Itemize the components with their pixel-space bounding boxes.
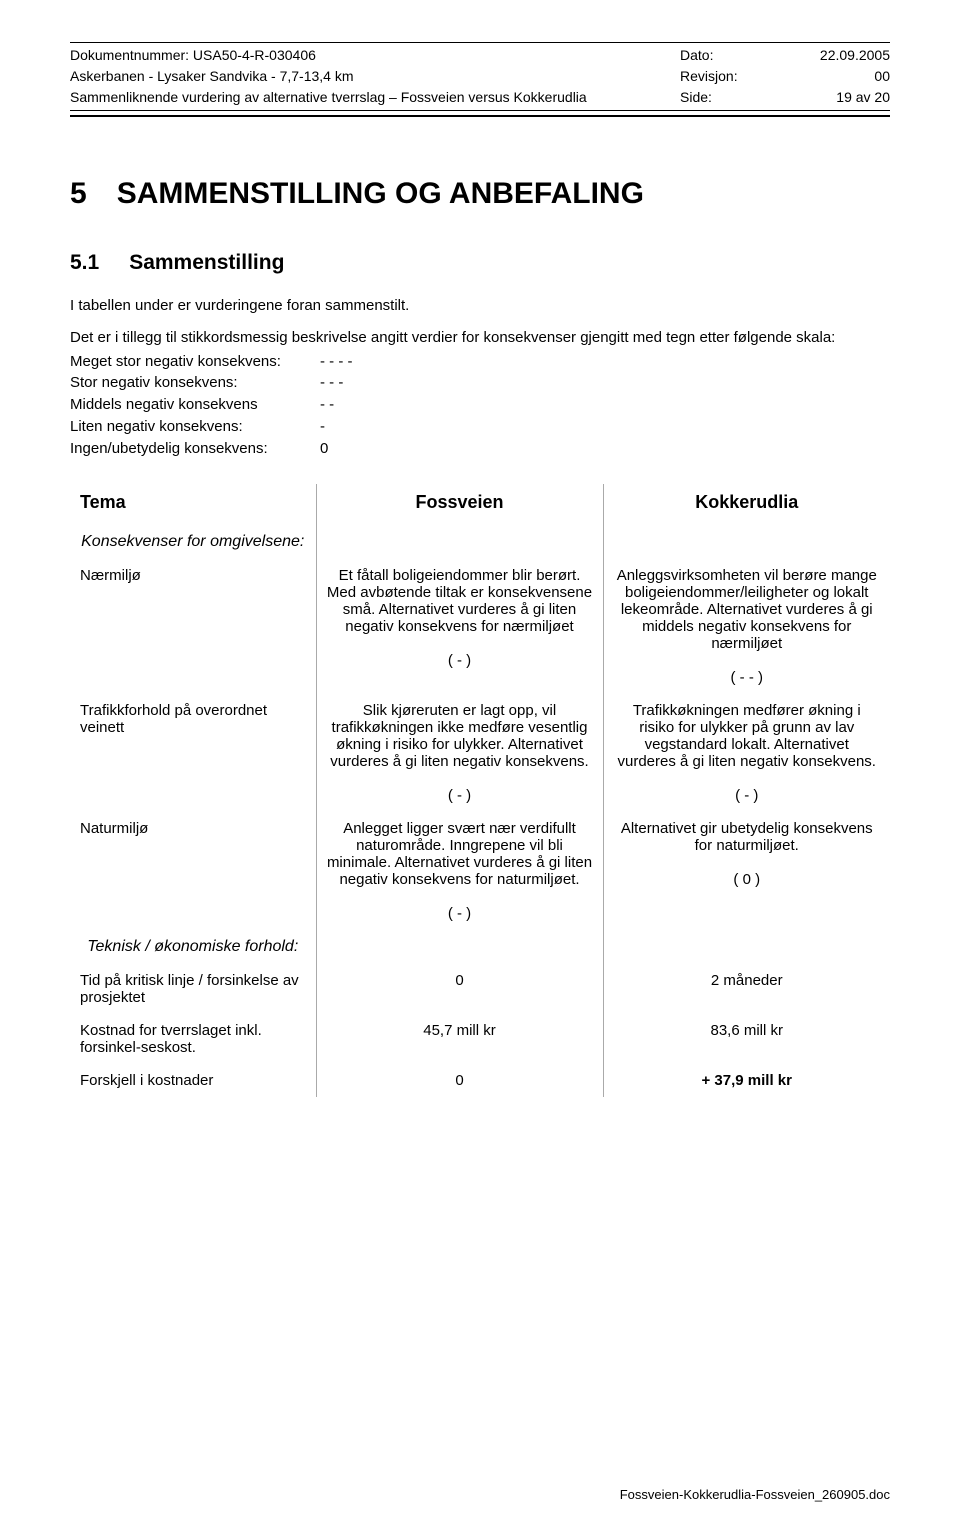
scale-value: 0: [320, 438, 328, 460]
header-rule-top: [70, 42, 890, 43]
score: ( - ): [735, 787, 758, 804]
intro-paragraph-1: I tabellen under er vurderingene foran s…: [70, 295, 890, 317]
score: ( - ): [448, 905, 471, 922]
header-row-2: Askerbanen - Lysaker Sandvika - 7,7-13,4…: [70, 66, 890, 87]
subtitle-line: Sammenliknende vurdering av alternative …: [70, 87, 680, 108]
date-value: 22.09.2005: [780, 45, 890, 66]
table-row: Naturmiljø Anlegget ligger svært nær ver…: [70, 812, 890, 930]
cell-kokkerudlia: 83,6 mill kr: [603, 1014, 890, 1064]
scale-value: - - -: [320, 372, 343, 394]
table-row: Kostnad for tverrslaget inkl. forsinkel-…: [70, 1014, 890, 1064]
scale-list: Meget stor negativ konsekvens: - - - - S…: [70, 351, 890, 460]
scale-label: Ingen/ubetydelig konsekvens:: [70, 438, 320, 460]
header-rule-mid: [70, 110, 890, 111]
scale-row: Meget stor negativ konsekvens: - - - -: [70, 351, 890, 373]
footer-filename: Fossveien-Kokkerudlia-Fossveien_260905.d…: [620, 1487, 890, 1502]
cell-fossveien: Anlegget ligger svært nær verdifullt nat…: [316, 812, 603, 930]
score: ( - ): [448, 652, 471, 669]
intro-paragraph-2: Det er i tillegg til stikkordsmessig bes…: [70, 327, 890, 349]
cell-kokkerudlia: 2 måneder: [603, 964, 890, 1014]
table-row: Tid på kritisk linje / forsinkelse av pr…: [70, 964, 890, 1014]
group-row: Teknisk / økonomiske forhold:: [70, 930, 890, 964]
row-label: Naturmiljø: [70, 812, 316, 930]
table-header-row: Tema Fossveien Kokkerudlia: [70, 484, 890, 525]
scale-label: Stor negativ konsekvens:: [70, 372, 320, 394]
project-line: Askerbanen - Lysaker Sandvika - 7,7-13,4…: [70, 66, 680, 87]
score: ( - - ): [731, 669, 763, 686]
scale-label: Middels negativ konsekvens: [70, 394, 320, 416]
row-label: Forskjell i kostnader: [70, 1064, 316, 1097]
subsection-heading: Sammenstilling: [129, 251, 284, 275]
scale-value: - - - -: [320, 351, 352, 373]
cell-kokkerudlia: Trafikkøkningen medfører økning i risiko…: [603, 694, 890, 812]
cell-fossveien: Et fåtall boligeiendommer blir berørt. M…: [316, 559, 603, 694]
date-label: Dato:: [680, 45, 780, 66]
group-label: Teknisk / økonomiske forhold:: [70, 930, 316, 964]
col-header-fossveien: Fossveien: [316, 484, 603, 525]
table-row: Trafikkforhold på overordnet veinett Sli…: [70, 694, 890, 812]
scale-value: - -: [320, 394, 334, 416]
scale-row: Ingen/ubetydelig konsekvens: 0: [70, 438, 890, 460]
revision-label: Revisjon:: [680, 66, 780, 87]
page-value: 19 av 20: [780, 87, 890, 108]
section-heading: SAMMENSTILLING OG ANBEFALING: [117, 177, 644, 211]
score: ( 0 ): [733, 871, 760, 888]
cell-fossveien: 0: [316, 1064, 603, 1097]
cell-kokkerudlia: Alternativet gir ubetydelig konsekvens f…: [603, 812, 890, 930]
row-label: Nærmiljø: [70, 559, 316, 694]
row-label: Trafikkforhold på overordnet veinett: [70, 694, 316, 812]
score: ( - ): [448, 787, 471, 804]
row-label: Tid på kritisk linje / forsinkelse av pr…: [70, 964, 316, 1014]
comparison-table: Tema Fossveien Kokkerudlia Konsekvenser …: [70, 484, 890, 1097]
table-row: Nærmiljø Et fåtall boligeiendommer blir …: [70, 559, 890, 694]
col-header-tema: Tema: [70, 484, 316, 525]
scale-row: Middels negativ konsekvens - -: [70, 394, 890, 416]
table-row: Forskjell i kostnader 0 + 37,9 mill kr: [70, 1064, 890, 1097]
row-label: Kostnad for tverrslaget inkl. forsinkel-…: [70, 1014, 316, 1064]
scale-row: Liten negativ konsekvens: -: [70, 416, 890, 438]
section-title: 5 SAMMENSTILLING OG ANBEFALING: [70, 177, 890, 211]
scale-value: -: [320, 416, 325, 438]
cell-fossveien: 0: [316, 964, 603, 1014]
page-label: Side:: [680, 87, 780, 108]
header-rule-bottom: [70, 115, 890, 117]
subsection-title: 5.1 Sammenstilling: [70, 251, 890, 275]
scale-label: Liten negativ konsekvens:: [70, 416, 320, 438]
header-row-3: Sammenliknende vurdering av alternative …: [70, 87, 890, 108]
cell-kokkerudlia: + 37,9 mill kr: [603, 1064, 890, 1097]
group-row: Konsekvenser for omgivelsene:: [70, 525, 890, 559]
page: Dokumentnummer: USA50-4-R-030406 Dato: 2…: [0, 0, 960, 1532]
revision-value: 00: [780, 66, 890, 87]
col-header-kokkerudlia: Kokkerudlia: [603, 484, 890, 525]
cell-kokkerudlia: Anleggsvirksomheten vil berøre mange bol…: [603, 559, 890, 694]
scale-row: Stor negativ konsekvens: - - -: [70, 372, 890, 394]
cell-fossveien: Slik kjøreruten er lagt opp, vil trafikk…: [316, 694, 603, 812]
doc-number: Dokumentnummer: USA50-4-R-030406: [70, 45, 680, 66]
subsection-number: 5.1: [70, 251, 99, 275]
scale-label: Meget stor negativ konsekvens:: [70, 351, 320, 373]
section-number: 5: [70, 177, 87, 211]
header-row-1: Dokumentnummer: USA50-4-R-030406 Dato: 2…: [70, 45, 890, 66]
cell-fossveien: 45,7 mill kr: [316, 1014, 603, 1064]
group-label: Konsekvenser for omgivelsene:: [70, 525, 316, 559]
